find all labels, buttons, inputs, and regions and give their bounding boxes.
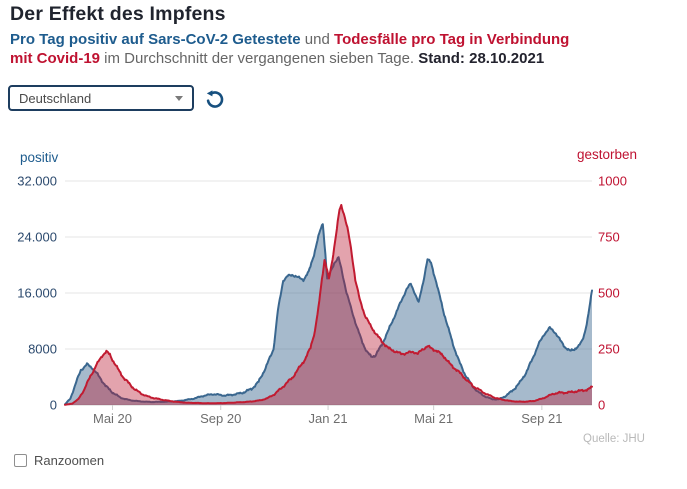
right-axis-tick: 750: [598, 230, 620, 245]
right-axis-label: gestorben: [577, 147, 637, 162]
region-select-value: Deutschland: [19, 90, 92, 106]
chevron-down-icon: [175, 95, 183, 101]
subtitle-line-2: mit Covid-19 im Durchschnitt der vergang…: [10, 50, 655, 69]
zoom-checkbox-label: Ranzoomen: [34, 453, 105, 468]
x-axis-tick: Mai 21: [414, 411, 453, 426]
left-axis-tick: 24.000: [17, 230, 57, 245]
region-select[interactable]: Deutschland: [8, 85, 194, 111]
right-axis-tick: 1000: [598, 174, 627, 189]
right-axis-tick: 0: [598, 398, 605, 413]
subtitle-line-1: Pro Tag positiv auf Sars-CoV-2 Getestete…: [10, 31, 655, 50]
left-axis-tick: 0: [50, 398, 57, 413]
subtitle-average-note: im Durchschnitt der vergangenen sieben T…: [100, 49, 419, 67]
subtitle-deaths-phrase-cont: mit Covid-19: [10, 49, 101, 67]
right-axis-tick: 250: [598, 342, 620, 357]
left-axis-tick: 8000: [28, 342, 57, 357]
zoom-checkbox[interactable]: [14, 454, 27, 467]
subtitle-stand-date: Stand: 28.10.2021: [418, 49, 545, 67]
subtitle-deaths-phrase: Todesfälle pro Tag in Verbindung: [334, 31, 570, 48]
left-axis-label: positiv: [20, 150, 59, 165]
subtitle-connector: und: [300, 31, 335, 48]
left-axis-tick: 16.000: [17, 286, 57, 301]
x-axis-tick: Jan 21: [309, 411, 348, 426]
rotate-ccw-icon: [206, 90, 224, 108]
reset-button[interactable]: [201, 85, 227, 111]
source-label: Quelle: JHU: [583, 433, 645, 445]
x-axis-tick: Sep 20: [200, 411, 241, 426]
subtitle-positiv-phrase: Pro Tag positiv auf Sars-CoV-2 Getestete: [10, 31, 301, 48]
gestorben-area: [65, 205, 592, 405]
chart-subtitle: Pro Tag positiv auf Sars-CoV-2 Getestete…: [10, 31, 655, 68]
gestorben-line: [64, 204, 593, 406]
positiv-area: [65, 224, 592, 405]
x-axis-tick: Mai 20: [93, 411, 132, 426]
x-axis-tick: Sep 21: [521, 411, 562, 426]
zoom-toggle[interactable]: Ranzoomen: [14, 453, 104, 468]
page-title: Der Effekt des Impfens: [10, 3, 226, 25]
right-axis-tick: 500: [598, 286, 620, 301]
left-axis-tick: 32.000: [17, 174, 57, 189]
